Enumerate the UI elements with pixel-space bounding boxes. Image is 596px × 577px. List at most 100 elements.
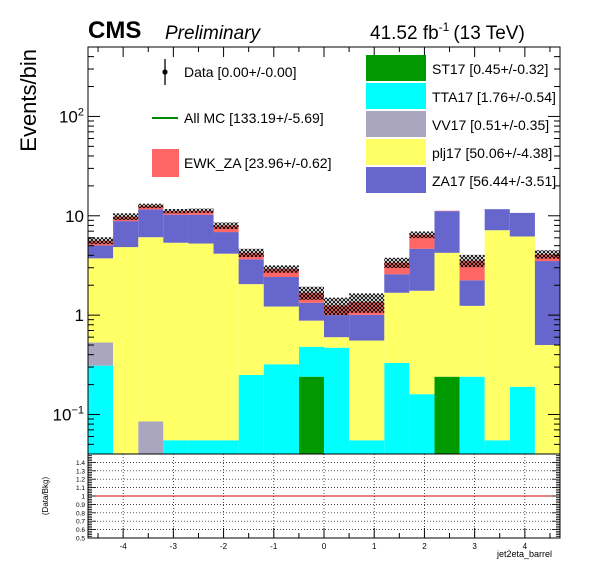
ratio-y-tick-label: 0.9: [76, 502, 85, 509]
uncertainty-bin-1: [113, 213, 138, 220]
lumi-value: 41.52 fb: [370, 23, 439, 44]
ratio-y-tick-label: 1.3: [76, 468, 85, 475]
y-axis-title: Events/bin: [16, 49, 41, 152]
bar-za17-bin-13: [434, 211, 459, 253]
bar-za17-bin-8: [299, 303, 324, 321]
legend-item-ewk-za: EWK_ZA [23.96+/-0.62]: [152, 149, 331, 177]
bar-tta17-bin-16: [510, 387, 535, 454]
ratio-x-tick-label: 0: [322, 542, 327, 551]
legend-item-st17: ST17 [0.45+/-0.32]: [366, 55, 548, 81]
bar-tta17-bin-12: [409, 394, 434, 454]
ratio-x-tick-label: 3: [472, 542, 477, 551]
legend-swatch: [366, 111, 426, 137]
bar-plj17-bin-8: [299, 321, 324, 347]
uncertainty-bin-11: [384, 258, 409, 268]
y-tick-label-base: 10: [53, 405, 72, 424]
bar-za17-bin-2: [138, 209, 163, 237]
bar-tta17-bin-5: [214, 440, 239, 454]
cms-label: CMS: [88, 17, 141, 44]
bar-plj17-bin-1: [113, 247, 138, 454]
ratio-x-tick-label: -2: [220, 542, 228, 551]
bar-tta17-bin-7: [264, 364, 299, 454]
legend-label: plj17 [50.06+/-4.38]: [432, 145, 552, 161]
legend-label: EWK_ZA [23.96+/-0.62]: [184, 155, 331, 171]
legend-label: Data [0.00+/-0.00]: [184, 64, 296, 80]
bar-tta17-bin-10: [349, 440, 384, 454]
y-tick-label: 102: [59, 106, 84, 126]
bar-plj17-bin-14: [460, 306, 485, 377]
bar-st17-bin-13: [434, 377, 459, 454]
x-axis-title: jet2eta_barrel: [496, 549, 552, 559]
bar-plj17-bin-6: [239, 284, 264, 375]
y-tick-label-base: 10: [59, 107, 78, 126]
legend-item-vv17: VV17 [0.51+/-0.35]: [366, 111, 549, 137]
bar-tta17-bin-0: [88, 366, 113, 454]
bar-tta17-bin-14: [460, 377, 485, 454]
uncertainty-bin-12: [409, 231, 434, 238]
legend-swatch: [366, 55, 426, 81]
ratio-y-tick-label: 0.6: [76, 527, 85, 534]
ratio-y-axis-title: (Data/Bkg): [41, 477, 50, 516]
lumi-label: 41.52 fb-1(13 TeV): [370, 20, 525, 44]
bar-tta17-bin-8: [299, 347, 324, 377]
bar-tta17-bin-15: [485, 440, 510, 454]
legend-swatch: [366, 167, 426, 193]
bar-st17-bin-8: [299, 377, 324, 454]
legend-label: ST17 [0.45+/-0.32]: [432, 61, 548, 77]
ratio-x-tick-label: 1: [372, 542, 377, 551]
legend-label: All MC [133.19+/-5.69]: [184, 110, 324, 126]
ratio-y-tick-label: 0.5: [76, 536, 85, 543]
bar-za17-bin-10: [349, 315, 384, 341]
ratio-x-tick-label: 2: [422, 542, 427, 551]
bar-plj17-bin-5: [214, 254, 239, 441]
energy-label: (13 TeV): [453, 23, 524, 44]
bar-plj17-bin-17: [535, 345, 560, 454]
bar-za17-bin-4: [188, 215, 213, 244]
bar-plj17-bin-12: [409, 291, 434, 394]
ratio-y-tick-label: 1: [81, 494, 85, 501]
uncertainty-bin-4: [188, 209, 213, 213]
uncertainty-bin-2: [138, 204, 163, 208]
bar-za17-bin-0: [88, 245, 113, 258]
stacked-bars: [88, 206, 560, 454]
legend-label: TTA17 [1.76+/-0.54]: [432, 89, 556, 105]
uncertainty-bin-7: [264, 265, 299, 272]
bar-plj17-bin-2: [138, 237, 163, 421]
ratio-y-tick-label: 0.8: [76, 510, 85, 517]
bar-plj17-bin-15: [485, 230, 510, 440]
legend-label: VV17 [0.51+/-0.35]: [432, 117, 549, 133]
bar-vv17-bin-0: [88, 343, 113, 366]
legend-item-allmc: All MC [133.19+/-5.69]: [152, 110, 324, 126]
legend-item-data: Data [0.00+/-0.00]: [162, 59, 296, 85]
bar-za17-bin-15: [485, 209, 510, 230]
legend: Data [0.00+/-0.00] All MC [133.19+/-5.69]…: [152, 55, 556, 193]
preliminary-label: Preliminary: [165, 23, 262, 44]
bar-za17-bin-5: [214, 232, 239, 254]
ratio-x-tick-label: -3: [170, 542, 178, 551]
legend-label: ZA17 [56.44+/-3.51]: [432, 173, 556, 189]
bar-plj17-bin-3: [163, 243, 188, 441]
bar-plj17-bin-11: [384, 293, 409, 363]
bar-za17-bin-9: [324, 315, 349, 337]
ratio-y-tick-label: 1.4: [76, 460, 85, 467]
y-tick-label-exponent: 2: [78, 106, 84, 118]
bar-za17-bin-16: [510, 213, 535, 237]
bar-plj17-bin-9: [324, 337, 349, 348]
uncertainty-bin-6: [239, 249, 264, 257]
uncertainty-bin-10: [349, 293, 384, 312]
bar-za17-bin-17: [535, 261, 560, 345]
legend-swatch: [152, 149, 179, 177]
ratio-x-tick-label: -4: [120, 542, 128, 551]
legend-item-tta17: TTA17 [1.76+/-0.54]: [366, 83, 556, 109]
bar-plj17-bin-16: [510, 236, 535, 386]
legend-swatch: [366, 139, 426, 165]
bar-za17-bin-3: [163, 215, 188, 243]
ratio-y-tick-label: 1.2: [76, 477, 85, 484]
uncertainty-bin-3: [163, 209, 188, 213]
legend-item-za17: ZA17 [56.44+/-3.51]: [366, 167, 556, 193]
